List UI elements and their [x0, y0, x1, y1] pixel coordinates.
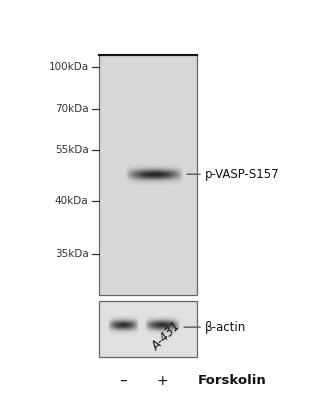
- Text: 35kDa: 35kDa: [55, 249, 89, 259]
- Text: A-431: A-431: [149, 319, 183, 353]
- Text: 55kDa: 55kDa: [55, 145, 89, 155]
- Text: –: –: [119, 373, 127, 388]
- Bar: [99, 55, 196, 295]
- Text: Forskolin: Forskolin: [198, 374, 267, 387]
- Text: p-VASP-S157: p-VASP-S157: [205, 168, 279, 181]
- Text: 70kDa: 70kDa: [55, 104, 89, 114]
- Text: β-actin: β-actin: [205, 321, 246, 334]
- Bar: [99, 301, 196, 357]
- Text: 100kDa: 100kDa: [49, 62, 89, 72]
- Text: +: +: [156, 374, 168, 388]
- Text: 40kDa: 40kDa: [55, 196, 89, 206]
